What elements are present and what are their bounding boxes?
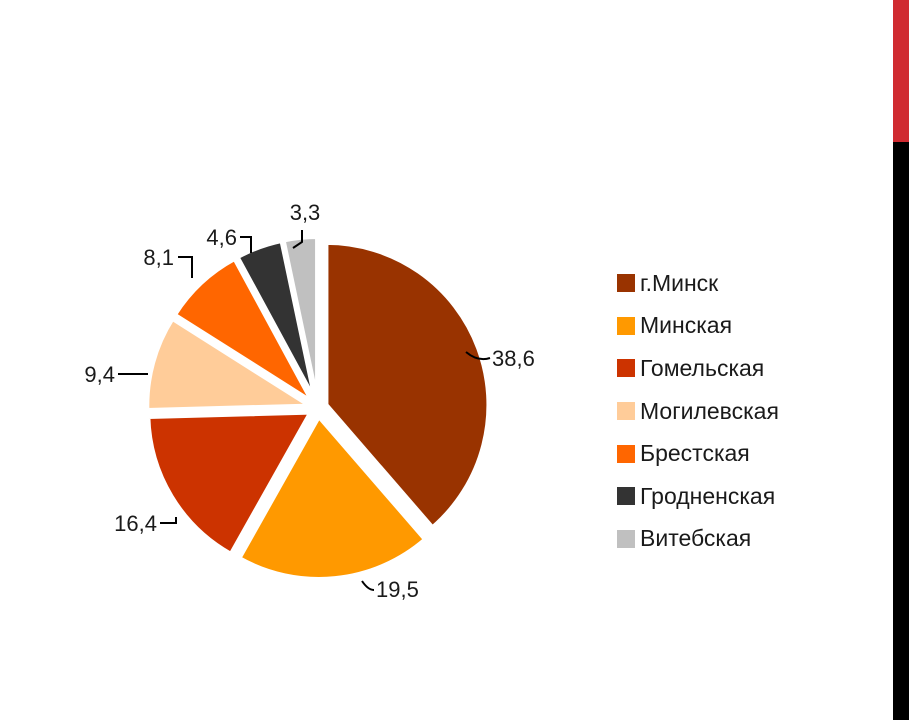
data-label-2: 16,4 — [114, 511, 157, 536]
pie-slice-2 — [146, 410, 313, 556]
legend-swatch — [617, 359, 635, 378]
legend-item: Витебская — [617, 518, 887, 561]
slide-accent-bar-red — [893, 0, 909, 142]
legend-item: Брестская — [617, 432, 887, 475]
legend-item: г.Минск — [617, 262, 887, 305]
data-label-5: 4,6 — [206, 225, 237, 250]
legend-swatch — [617, 444, 635, 463]
legend-swatch — [617, 487, 635, 506]
legend-label: Гродненская — [640, 482, 776, 509]
chart-legend: г.Минск Минская Гомельская Могилевская Брест… — [617, 262, 887, 560]
legend-swatch — [617, 316, 635, 335]
pie-slice-0 — [324, 240, 491, 530]
data-label-1: 19,5 — [376, 577, 419, 602]
leader-line-0 — [465, 351, 491, 361]
legend-item: Минская — [617, 305, 887, 348]
leader-line-6 — [292, 230, 303, 249]
data-label-3: 9,4 — [84, 362, 115, 387]
data-label-6: 3,3 — [290, 200, 321, 225]
legend-label: Гомельская — [640, 354, 765, 381]
slide-accent-bar-black — [893, 142, 909, 720]
pie-slice-3 — [145, 316, 312, 412]
legend-item: Могилевская — [617, 390, 887, 433]
leader-line-2 — [160, 517, 177, 524]
legend-item: Гомельская — [617, 347, 887, 390]
leader-line-1 — [361, 580, 375, 591]
legend-swatch — [617, 274, 635, 293]
pie-slice-5 — [235, 239, 317, 402]
legend-label: Могилевская — [640, 397, 779, 424]
legend-label: Витебская — [640, 525, 752, 552]
legend-label: Брестская — [640, 440, 750, 467]
pie-slice-4 — [172, 257, 314, 404]
pie-slice-6 — [281, 235, 320, 402]
legend-label: Минская — [640, 312, 733, 339]
legend-swatch — [617, 529, 635, 548]
data-label-4: 8,1 — [143, 245, 174, 270]
leader-line-4 — [178, 256, 193, 278]
data-label-0: 38,6 — [492, 346, 535, 371]
pie-slice-1 — [237, 414, 427, 581]
legend-item: Гродненская — [617, 475, 887, 518]
legend-swatch — [617, 402, 635, 421]
legend-label: г.Минск — [640, 269, 719, 296]
leader-line-5 — [240, 236, 252, 253]
